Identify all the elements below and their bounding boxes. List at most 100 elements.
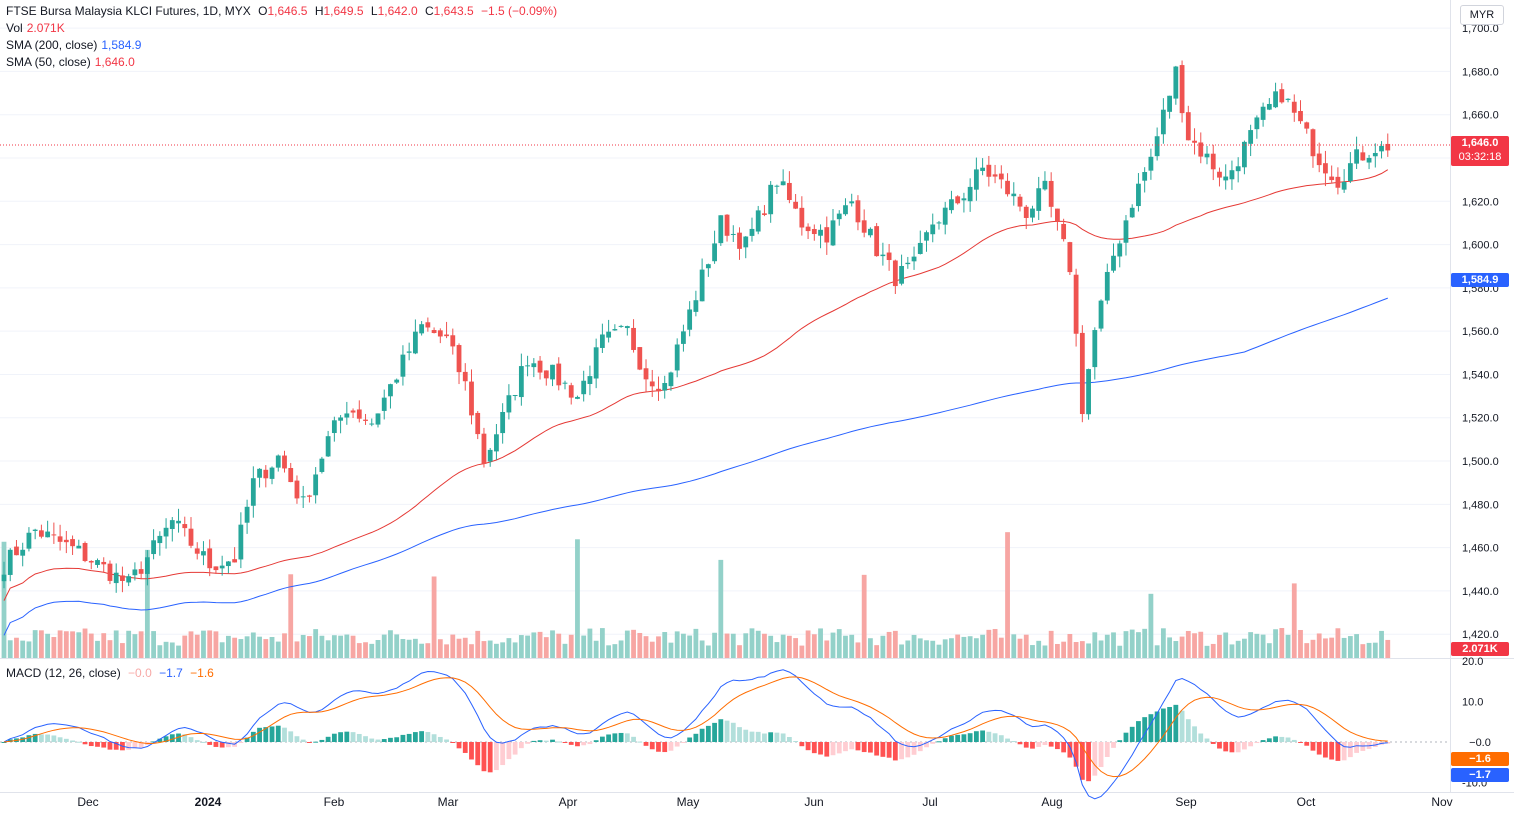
candle-body <box>1092 330 1098 368</box>
sma200-badge: 1,584.9 <box>1451 273 1509 287</box>
volume-bar <box>631 629 636 658</box>
symbol-title[interactable]: FTSE Bursa Malaysia KLCI Futures, 1D, MY… <box>6 4 251 18</box>
volume-bar <box>487 640 493 658</box>
price-tick-label: 1,420.0 <box>1462 629 1499 641</box>
candle-body <box>1042 180 1048 190</box>
candle-body <box>550 364 555 380</box>
currency-button[interactable]: MYR <box>1460 5 1504 25</box>
candle-body <box>518 366 524 398</box>
volume-bar <box>462 637 468 658</box>
candle-body <box>1011 193 1017 197</box>
candle-body <box>1229 170 1235 180</box>
volume-bar <box>331 635 337 658</box>
macd-legend[interactable]: MACD (12, 26, close) −0.0 −1.7 −1.6 <box>6 665 214 682</box>
macd-histogram-bar <box>1192 726 1197 742</box>
candle-body <box>1023 206 1029 218</box>
volume-bar <box>120 643 125 658</box>
macd-histogram-bar <box>949 735 954 742</box>
volume-bar <box>388 630 393 658</box>
macd-histogram-bar <box>1347 742 1353 758</box>
candle-body <box>1017 196 1023 207</box>
macd-histogram-bar <box>724 720 730 742</box>
macd-histogram-bar <box>1123 732 1129 742</box>
price-tick-label: 1,460.0 <box>1462 543 1499 555</box>
candle-body <box>818 229 823 236</box>
sma50-legend[interactable]: SMA (50, close) 1,646.0 <box>6 54 135 71</box>
macd-histogram-bar <box>63 738 69 742</box>
volume-bar <box>1385 639 1391 658</box>
candle-body <box>500 412 506 434</box>
macd-histogram-bar <box>1335 742 1341 761</box>
candle-body <box>537 360 543 373</box>
volume-bar <box>1023 634 1029 658</box>
candle-body <box>512 395 518 397</box>
volume-bar <box>531 632 537 658</box>
volume-bar <box>14 637 19 658</box>
volume-bar <box>687 635 693 658</box>
time-tick-label: Sep <box>1175 795 1197 809</box>
macd-histogram-bar <box>1179 710 1185 742</box>
candle-body <box>88 560 94 563</box>
candle-body <box>1185 112 1191 141</box>
macd-histogram-bar <box>462 742 468 753</box>
sma200-legend[interactable]: SMA (200, close) 1,584.9 <box>6 37 141 54</box>
candle-body <box>1223 176 1229 181</box>
macd-histogram-bar <box>1217 742 1222 749</box>
volume-bar <box>1304 643 1310 658</box>
macd-histogram-bar <box>101 742 107 748</box>
volume-bar <box>830 632 836 658</box>
candle-body <box>1366 157 1372 163</box>
time-tick-label: Aug <box>1041 795 1062 809</box>
candle-body <box>1160 109 1166 135</box>
candle-body <box>942 207 948 225</box>
volume-bar <box>768 635 774 658</box>
volume-bar <box>868 638 873 658</box>
macd-histogram-bar <box>263 727 269 742</box>
volume-bar <box>494 643 499 658</box>
candle-body <box>1323 163 1328 174</box>
volume-bar <box>693 628 699 658</box>
volume-bar <box>406 639 412 658</box>
macd-histogram-bar <box>674 742 680 747</box>
macd-histogram-bar <box>38 734 44 742</box>
candle-body <box>755 210 761 232</box>
volume-bar <box>1310 639 1316 658</box>
volume-bar <box>512 642 518 658</box>
candle-body <box>1210 153 1216 170</box>
volume-bar <box>101 633 107 658</box>
macd-histogram-bar <box>338 732 343 742</box>
macd-histogram-bar <box>687 737 693 742</box>
macd-histogram-bar <box>412 732 418 742</box>
macd-histogram-bar <box>737 727 742 742</box>
candle-body <box>1354 149 1360 164</box>
candle-body <box>649 381 655 387</box>
volume-bar <box>562 643 568 658</box>
volume-bar <box>543 637 549 658</box>
macd-histogram-bar <box>930 742 936 744</box>
candle-body <box>1248 130 1254 144</box>
candle-body <box>269 467 275 479</box>
volume-bar <box>730 633 736 658</box>
candle-body <box>1379 145 1384 152</box>
macd-histogram-bar <box>469 742 474 760</box>
candle-body <box>599 334 605 348</box>
macd-histogram-bar <box>1154 711 1160 742</box>
candle-body <box>849 201 855 204</box>
volume-bar <box>518 635 524 658</box>
volume-bar <box>444 644 449 658</box>
macd-histogram-bar <box>668 742 674 751</box>
volume-bar <box>20 640 26 658</box>
volume-bar <box>1372 642 1378 658</box>
candle-body <box>830 220 836 246</box>
macd-histogram-bar <box>693 733 699 742</box>
volume-legend[interactable]: Vol 2.071K <box>6 20 65 37</box>
macd-histogram-bar <box>1254 742 1260 744</box>
time-tick-label: 2024 <box>195 795 222 809</box>
candle-body <box>182 524 188 529</box>
candle-body <box>1316 153 1322 166</box>
candle-body <box>475 412 481 435</box>
volume-bar <box>1092 632 1098 658</box>
macd-histogram-bar <box>1354 742 1360 753</box>
volume-bar <box>319 635 325 658</box>
